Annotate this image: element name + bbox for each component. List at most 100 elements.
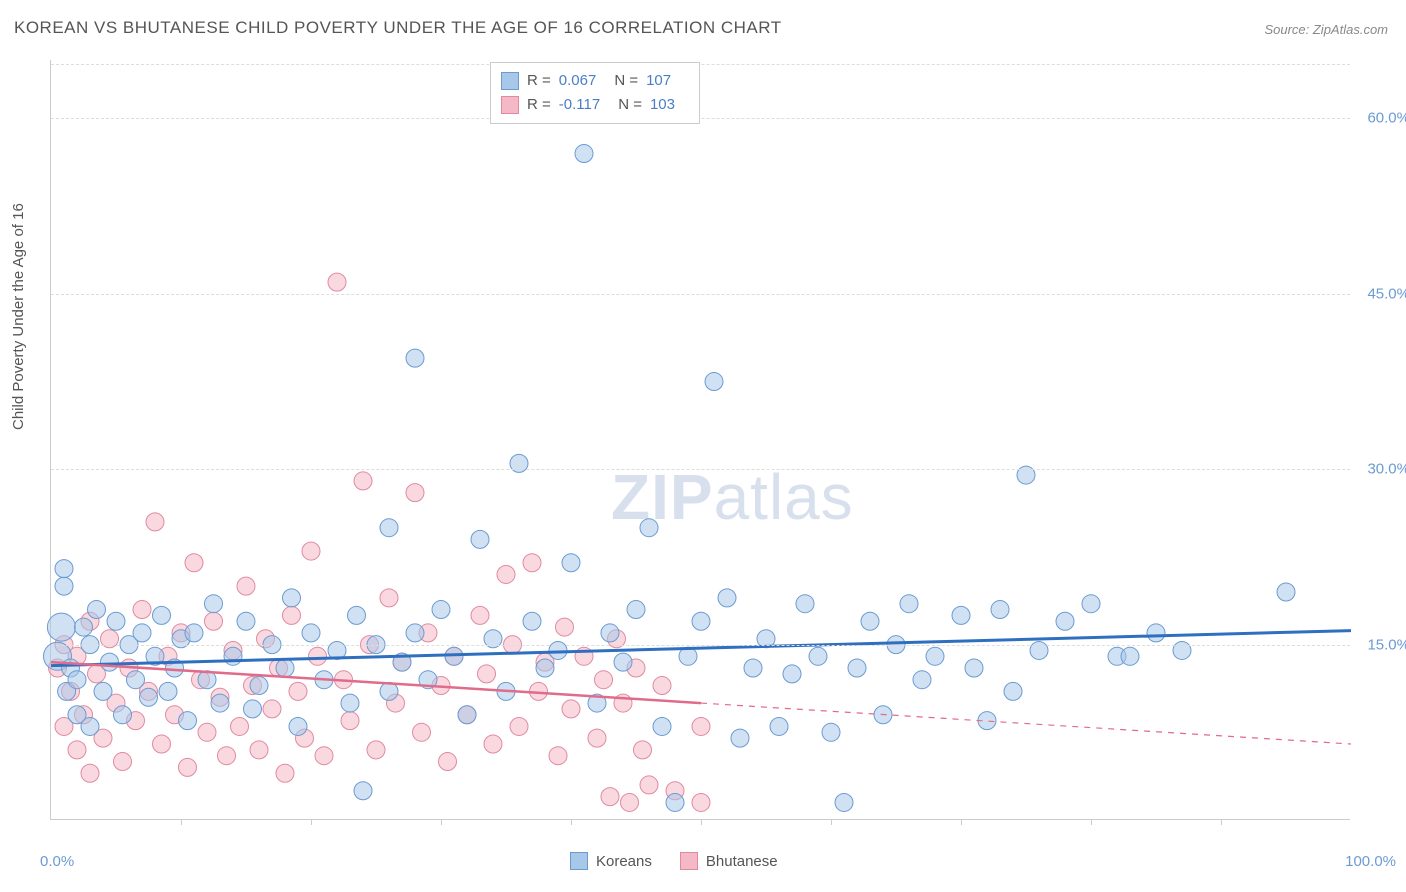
data-point [380, 682, 398, 700]
data-point [218, 747, 236, 765]
data-point [822, 723, 840, 741]
data-point [244, 700, 262, 718]
data-point [211, 694, 229, 712]
gridline [51, 645, 1350, 646]
data-point [640, 519, 658, 537]
data-point [276, 659, 294, 677]
data-point [536, 659, 554, 677]
data-point [68, 741, 86, 759]
data-point [588, 729, 606, 747]
bottom-legend: Koreans Bhutanese [570, 852, 778, 870]
data-point [354, 782, 372, 800]
data-point [439, 753, 457, 771]
data-point [575, 145, 593, 163]
y-tick-label: 60.0% [1355, 110, 1406, 127]
data-point [692, 612, 710, 630]
data-point [640, 776, 658, 794]
legend-stats-row-bhutanese: R = -0.117 N = 103 [501, 93, 685, 117]
data-point [237, 577, 255, 595]
source-attribution: Source: ZipAtlas.com [1264, 22, 1388, 37]
data-point [484, 735, 502, 753]
x-tick [961, 819, 962, 825]
bhutanese-n-value: 103 [650, 93, 675, 117]
data-point [127, 671, 145, 689]
data-point [88, 601, 106, 619]
data-point [107, 612, 125, 630]
y-tick-label: 30.0% [1355, 461, 1406, 478]
scatter-svg [51, 60, 1350, 819]
data-point [328, 273, 346, 291]
y-tick-label: 45.0% [1355, 285, 1406, 302]
data-point [224, 647, 242, 665]
data-point [47, 613, 75, 641]
trend-line [51, 631, 1351, 666]
data-point [179, 758, 197, 776]
bhutanese-swatch [680, 852, 698, 870]
x-tick [441, 819, 442, 825]
data-point [133, 601, 151, 619]
gridline [51, 294, 1350, 295]
stat-r-label: R = [527, 69, 551, 93]
data-point [81, 717, 99, 735]
legend-item-bhutanese: Bhutanese [680, 852, 778, 870]
data-point [302, 542, 320, 560]
data-point [380, 519, 398, 537]
data-point [523, 554, 541, 572]
data-point [263, 700, 281, 718]
data-point [309, 647, 327, 665]
data-point [900, 595, 918, 613]
data-point [1277, 583, 1295, 601]
data-point [595, 671, 613, 689]
data-point [250, 677, 268, 695]
data-point [283, 606, 301, 624]
data-point [770, 717, 788, 735]
legend-stats-box: R = 0.067 N = 107 R = -0.117 N = 103 [490, 62, 700, 124]
data-point [302, 624, 320, 642]
data-point [55, 560, 73, 578]
data-point [510, 717, 528, 735]
x-tick [1091, 819, 1092, 825]
data-point [354, 472, 372, 490]
data-point [692, 793, 710, 811]
data-point [601, 788, 619, 806]
data-point [68, 671, 86, 689]
data-point [114, 706, 132, 724]
gridline [51, 469, 1350, 470]
data-point [179, 712, 197, 730]
data-point [406, 484, 424, 502]
data-point [634, 741, 652, 759]
data-point [1147, 624, 1165, 642]
data-point [601, 624, 619, 642]
data-point [692, 717, 710, 735]
korean-legend-label: Koreans [596, 853, 652, 870]
data-point [627, 601, 645, 619]
data-point [562, 700, 580, 718]
data-point [276, 764, 294, 782]
data-point [367, 741, 385, 759]
data-point [237, 612, 255, 630]
data-point [380, 589, 398, 607]
data-point [913, 671, 931, 689]
x-tick [831, 819, 832, 825]
data-point [796, 595, 814, 613]
gridline [51, 64, 1350, 65]
stat-n-label: N = [618, 93, 642, 117]
bhutanese-legend-label: Bhutanese [706, 853, 778, 870]
data-point [621, 793, 639, 811]
data-point [406, 349, 424, 367]
data-point [406, 624, 424, 642]
data-point [250, 741, 268, 759]
data-point [926, 647, 944, 665]
data-point [133, 624, 151, 642]
data-point [315, 747, 333, 765]
y-axis-label: Child Poverty Under the Age of 16 [10, 203, 27, 430]
data-point [159, 682, 177, 700]
bhutanese-swatch [501, 96, 519, 114]
bhutanese-r-value: -0.117 [559, 93, 600, 117]
data-point [835, 793, 853, 811]
data-point [75, 618, 93, 636]
korean-r-value: 0.067 [559, 69, 597, 93]
data-point [94, 682, 112, 700]
data-point [289, 682, 307, 700]
data-point [1004, 682, 1022, 700]
